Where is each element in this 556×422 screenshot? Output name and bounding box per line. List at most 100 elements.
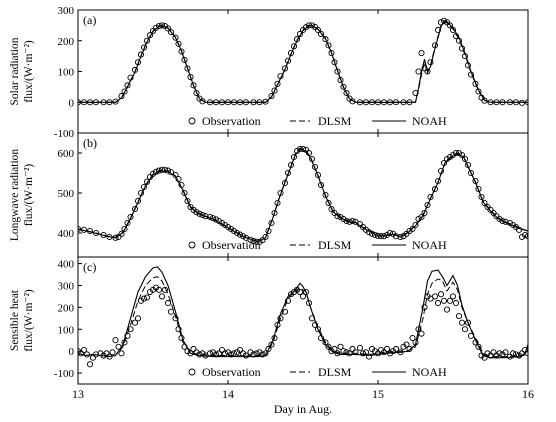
- data-point: [296, 288, 304, 296]
- plot-frame: [77, 9, 529, 134]
- data-point: [325, 199, 332, 207]
- data-point: [131, 205, 139, 213]
- data-point: [167, 308, 175, 315]
- data-point: [83, 351, 91, 358]
- y-tick-label: 300: [58, 280, 75, 292]
- data-point: [490, 209, 497, 217]
- y-tick-label: 200: [58, 302, 75, 314]
- data-point: [314, 171, 322, 179]
- series-line: [78, 20, 528, 103]
- data-point: [190, 345, 197, 353]
- data-point: [322, 36, 329, 43]
- legend: Observation DLSM NOAH: [188, 238, 447, 252]
- data-point: [152, 24, 160, 31]
- legend-label: NOAH: [412, 114, 447, 128]
- data-point: [131, 319, 139, 326]
- y-tick-label: -100: [54, 368, 75, 380]
- plot-frame: [77, 256, 529, 385]
- data-point: [337, 213, 344, 221]
- data-point: [509, 350, 517, 357]
- data-point: [455, 313, 463, 320]
- data-point: [461, 155, 469, 163]
- data-point: [409, 225, 416, 233]
- data-point: [449, 293, 457, 300]
- data-point: [112, 337, 119, 344]
- series-noah: [78, 266, 528, 359]
- data-point: [109, 349, 116, 356]
- data-point: [322, 191, 329, 199]
- data-point: [383, 345, 391, 353]
- data-point: [386, 229, 394, 237]
- data-point: [365, 353, 373, 360]
- data-point: [340, 215, 347, 223]
- data-point: [134, 315, 142, 322]
- data-point: [496, 350, 503, 357]
- data-point: [281, 65, 289, 72]
- y-axis-label-line: Longwave radiation: [9, 149, 21, 242]
- x-axis-label: Day in Aug.: [274, 402, 332, 416]
- data-point: [184, 65, 191, 72]
- data-point: [431, 293, 439, 300]
- series-line: [78, 147, 528, 243]
- data-point: [118, 230, 125, 237]
- data-point: [218, 347, 226, 354]
- data-point: [331, 59, 338, 66]
- data-point: [227, 225, 235, 233]
- y-axis-label-line: Sensible heat: [9, 289, 21, 351]
- plot-area: [78, 266, 528, 368]
- data-point: [343, 89, 350, 97]
- data-point: [455, 149, 463, 157]
- x-axis: 13 14 15 16 Day in Aug.: [72, 387, 534, 416]
- data-point: [461, 326, 469, 333]
- data-point: [161, 166, 169, 173]
- series-line: [78, 266, 528, 359]
- data-point: [446, 297, 454, 304]
- panel-2: 400 500 600 (b) Longwave radiation flux/(W·m⁻…: [9, 132, 529, 258]
- data-point: [452, 299, 460, 307]
- data-point: [274, 80, 281, 87]
- data-point: [118, 93, 125, 100]
- data-point: [397, 233, 404, 241]
- y-tick-label: 400: [58, 259, 75, 271]
- data-point: [158, 293, 166, 300]
- series-observation: [78, 17, 528, 106]
- data-point: [443, 306, 451, 313]
- series-noah: [78, 20, 528, 103]
- data-point: [164, 299, 172, 307]
- data-point: [328, 50, 335, 57]
- data-point: [164, 25, 172, 32]
- data-point: [458, 319, 466, 326]
- data-point: [199, 98, 206, 105]
- data-point: [481, 199, 488, 207]
- legend-marker-observation: [188, 241, 196, 249]
- data-point: [202, 213, 209, 220]
- y-tick-label: 500: [58, 188, 75, 200]
- data-point: [490, 349, 497, 356]
- data-point: [434, 299, 442, 307]
- data-point: [431, 185, 439, 193]
- y-axis-label-line: flux/(W·m⁻²): [23, 289, 35, 352]
- data-point: [496, 215, 503, 223]
- data-point: [467, 169, 475, 177]
- plot-area: [78, 145, 528, 245]
- data-point: [328, 205, 335, 213]
- data-point: [155, 286, 163, 293]
- data-point: [262, 98, 269, 105]
- data-point: [196, 210, 203, 217]
- data-point: [325, 343, 332, 350]
- legend-label: Observation: [202, 114, 261, 128]
- data-point: [161, 286, 169, 293]
- data-point: [121, 225, 128, 233]
- data-point: [392, 345, 400, 353]
- data-point: [302, 288, 310, 296]
- series-observation: [78, 284, 528, 368]
- data-point: [502, 349, 509, 356]
- data-point: [317, 30, 325, 38]
- data-point: [175, 40, 182, 47]
- data-point: [418, 213, 425, 221]
- data-point: [415, 68, 422, 75]
- legend-label: Observation: [202, 238, 261, 252]
- y-tick-label: 0: [69, 346, 75, 358]
- data-point: [187, 73, 194, 81]
